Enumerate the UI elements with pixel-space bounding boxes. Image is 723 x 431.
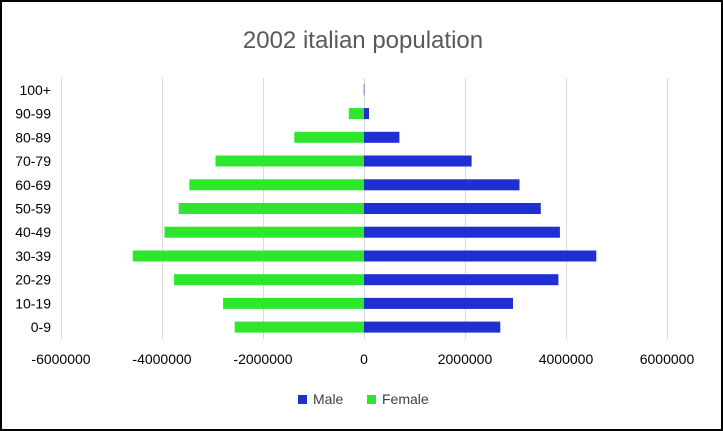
legend: Male Female (298, 391, 429, 407)
y-tick-label-80-89: 80-89 (15, 129, 51, 145)
bar-female-30-39 (132, 250, 364, 262)
y-tick-label-70-79: 70-79 (15, 153, 51, 169)
bar-male-30-39 (364, 250, 597, 262)
bar-female-80-89 (294, 131, 364, 143)
legend-swatch-female (367, 395, 376, 404)
bar-male-90-99 (364, 108, 369, 120)
x-tick-label-0: -6000000 (31, 351, 90, 367)
y-tick-label-60-69: 60-69 (15, 177, 51, 193)
x-axis-tick-labels: -6000000 -4000000 -2000000 0 2000000 4000000 6… (31, 351, 694, 367)
bar-male-0-9 (364, 321, 501, 333)
bar-female-40-49 (164, 226, 364, 238)
chart-title: 2002 italian population (243, 27, 483, 54)
y-tick-label-30-39: 30-39 (15, 248, 51, 264)
bar-female-70-79 (215, 155, 364, 167)
bar-female-100+ (363, 84, 364, 96)
y-tick-label-10-19: 10-19 (15, 295, 51, 311)
x-tick-label-1: -4000000 (132, 351, 191, 367)
bar-female-20-29 (174, 274, 364, 286)
series-male (364, 84, 597, 333)
legend-item-female: Female (367, 391, 429, 407)
y-tick-label-90-99: 90-99 (15, 106, 51, 122)
bar-male-20-29 (364, 274, 559, 286)
x-tick-label-5: 4000000 (539, 351, 594, 367)
legend-label-male: Male (313, 391, 344, 407)
x-tick-label-4: 2000000 (438, 351, 493, 367)
bar-female-90-99 (348, 108, 364, 120)
legend-item-male: Male (298, 391, 344, 407)
y-tick-label-100+: 100+ (19, 82, 51, 98)
legend-swatch-male (298, 395, 307, 404)
y-tick-label-40-49: 40-49 (15, 224, 51, 240)
x-tick-label-3: 0 (360, 351, 368, 367)
bar-male-40-49 (364, 226, 560, 238)
bar-layer (132, 84, 597, 333)
series-female (132, 84, 364, 333)
x-tick-label-2: -2000000 (233, 351, 292, 367)
bar-male-60-69 (364, 179, 520, 191)
bar-female-10-19 (223, 297, 364, 309)
x-tick-label-6: 6000000 (640, 351, 695, 367)
bar-female-50-59 (178, 203, 364, 214)
y-tick-label-0-9: 0-9 (31, 319, 51, 335)
y-tick-label-50-59: 50-59 (15, 201, 51, 217)
bar-male-80-89 (364, 131, 400, 143)
bar-male-50-59 (364, 203, 541, 214)
bar-male-10-19 (364, 297, 513, 309)
bar-female-0-9 (234, 321, 364, 333)
bar-female-60-69 (189, 179, 364, 191)
legend-label-female: Female (382, 391, 429, 407)
bar-male-70-79 (364, 155, 472, 167)
y-tick-label-20-29: 20-29 (15, 272, 51, 288)
y-axis-tick-labels: 0-9 10-19 20-29 30-39 40-49 50-59 60-69 70-79 80… (15, 82, 51, 335)
